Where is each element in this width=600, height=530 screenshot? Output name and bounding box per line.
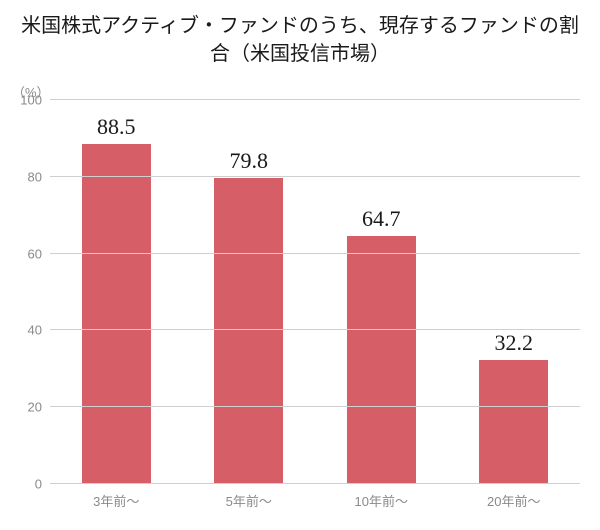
bar-group: 79.8 xyxy=(183,100,316,484)
chart-title: 米国株式アクティブ・ファンドのうち、現存するファンドの割合（米国投信市場） xyxy=(0,0,600,76)
bar-value-label: 32.2 xyxy=(495,330,534,356)
bar-value-label: 88.5 xyxy=(97,114,136,140)
grid-line xyxy=(50,99,580,100)
plot-area: 88.579.864.732.2 020406080100 xyxy=(50,100,580,484)
grid-line xyxy=(50,483,580,484)
chart-area: （%） 88.579.864.732.2 020406080100 3年前～5年… xyxy=(0,76,600,516)
y-tick-label: 80 xyxy=(12,169,42,184)
bar xyxy=(82,144,151,484)
y-tick-label: 60 xyxy=(12,246,42,261)
x-tick-label: 10年前～ xyxy=(315,491,448,510)
bar xyxy=(347,236,416,484)
bar-value-label: 64.7 xyxy=(362,206,401,232)
y-tick-label: 20 xyxy=(12,400,42,415)
x-tick-label: 3年前～ xyxy=(50,491,183,510)
y-tick-label: 100 xyxy=(12,93,42,108)
bar-group: 32.2 xyxy=(448,100,581,484)
bar-group: 88.5 xyxy=(50,100,183,484)
grid-line xyxy=(50,176,580,177)
x-tick-label: 20年前～ xyxy=(448,491,581,510)
bar-value-label: 79.8 xyxy=(230,148,269,174)
bar xyxy=(479,360,548,484)
y-tick-label: 0 xyxy=(12,477,42,492)
bars-container: 88.5 79.8 64.7 32.2 xyxy=(50,100,580,484)
x-tick-label: 5年前～ xyxy=(183,491,316,510)
grid-line xyxy=(50,253,580,254)
x-axis-labels: 3年前～5年前～10年前～20年前～ xyxy=(50,491,580,510)
bar xyxy=(214,178,283,484)
grid-line xyxy=(50,329,580,330)
grid-line xyxy=(50,406,580,407)
bar-group: 64.7 xyxy=(315,100,448,484)
y-tick-label: 40 xyxy=(12,323,42,338)
